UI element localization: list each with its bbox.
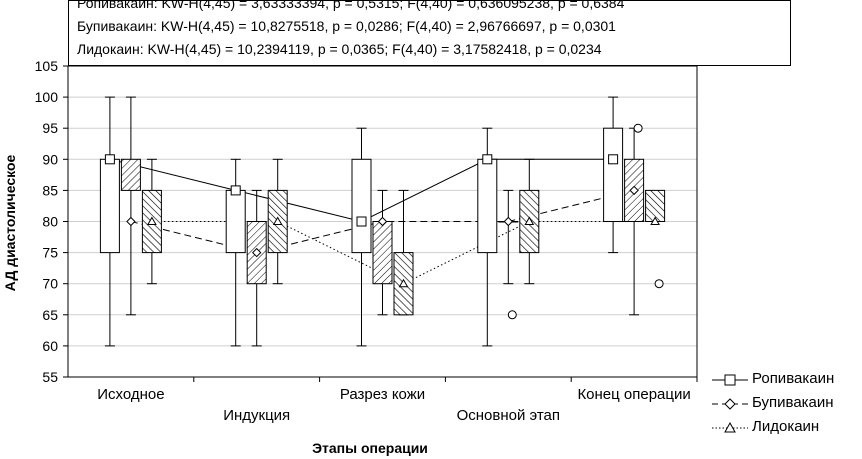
- y-tick-label: 85: [42, 182, 58, 198]
- legend-label: Ропивакаин: [752, 370, 835, 387]
- y-tick-label: 55: [42, 369, 58, 385]
- legend-swatch-dashed-diamond-icon: [712, 398, 748, 410]
- x-tick-label: Индукция: [223, 407, 290, 424]
- legend-item-bupivacaine: Бупивакаин: [712, 394, 862, 418]
- median-marker-triangle: [650, 216, 660, 225]
- y-tick-label: 65: [42, 307, 58, 323]
- y-tick-label: 60: [42, 338, 58, 354]
- median-marker-square: [482, 154, 493, 165]
- outlier-point: [654, 279, 664, 289]
- x-tick-label: Основной этап: [457, 407, 560, 424]
- median-marker-diamond: [251, 247, 262, 258]
- y-tick-label: 95: [42, 120, 58, 136]
- median-marker-diamond: [629, 185, 639, 196]
- median-marker-triangle: [398, 278, 409, 288]
- median-marker-square: [104, 154, 115, 165]
- median-marker-triangle: [272, 216, 283, 225]
- median-marker-triangle: [147, 216, 157, 225]
- statistics-box: Ропивакаин: KW-H(4,45) = 3,63333394, p =…: [68, 0, 791, 66]
- box: [477, 158, 498, 254]
- legend-item-ropivacaine: Ропивакаин: [712, 370, 862, 394]
- median-marker-square: [608, 154, 619, 165]
- outlier-point: [633, 123, 643, 133]
- median-marker-diamond: [503, 216, 514, 227]
- box: [120, 158, 141, 191]
- y-tick-label: 80: [42, 214, 58, 230]
- x-tick-label: Конец операции: [577, 386, 690, 403]
- box: [372, 221, 393, 285]
- outlier-point: [507, 310, 517, 320]
- median-line-3: [151, 221, 656, 285]
- y-tick-label: 90: [42, 151, 58, 167]
- legend-label: Бупивакаин: [752, 394, 834, 411]
- box: [99, 158, 120, 254]
- median-marker-diamond: [377, 216, 388, 227]
- legend-label: Лидокаин: [752, 418, 820, 435]
- median-markers: [104, 154, 660, 288]
- y-tick-label: 100: [35, 89, 59, 105]
- legend-swatch-dotted-triangle-icon: [712, 421, 748, 433]
- axes: 55 60 65 70 75 80 85 90 95 100 105 Исходное Индукция…: [35, 58, 698, 424]
- y-tick-label: 70: [42, 276, 58, 292]
- legend: Ропивакаин Бупивакаин Лидокаин: [712, 364, 862, 459]
- legend-item-lidocaine: Лидокаин: [712, 418, 862, 442]
- legend-swatch-solid-square-icon: [712, 374, 748, 386]
- box: [225, 189, 246, 254]
- x-tick-label: Исходное: [97, 386, 164, 403]
- y-axis-label: АД диастолическое: [2, 154, 18, 292]
- x-tick-label: Разрез кожи: [340, 386, 425, 403]
- median-marker-triangle: [524, 216, 535, 225]
- box: [351, 158, 372, 254]
- box: [603, 127, 624, 222]
- y-tick-label: 75: [42, 245, 58, 261]
- x-axis-label: Этапы операции: [312, 440, 428, 456]
- stats-line-ropivacaine: Ропивакаин: KW-H(4,45) = 3,63333394, p =…: [77, 0, 625, 11]
- median-marker-square: [356, 216, 367, 227]
- median-marker-diamond: [126, 216, 136, 227]
- stats-line-bupivacaine: Бупивакаин: KW-H(4,45) = 10,8275518, p =…: [77, 18, 616, 34]
- stats-line-lidocaine: Лидокаин: KW-H(4,45) = 10,2394119, p = 0…: [77, 41, 602, 57]
- median-marker-square: [230, 185, 241, 196]
- y-tick-label: 105: [35, 58, 59, 74]
